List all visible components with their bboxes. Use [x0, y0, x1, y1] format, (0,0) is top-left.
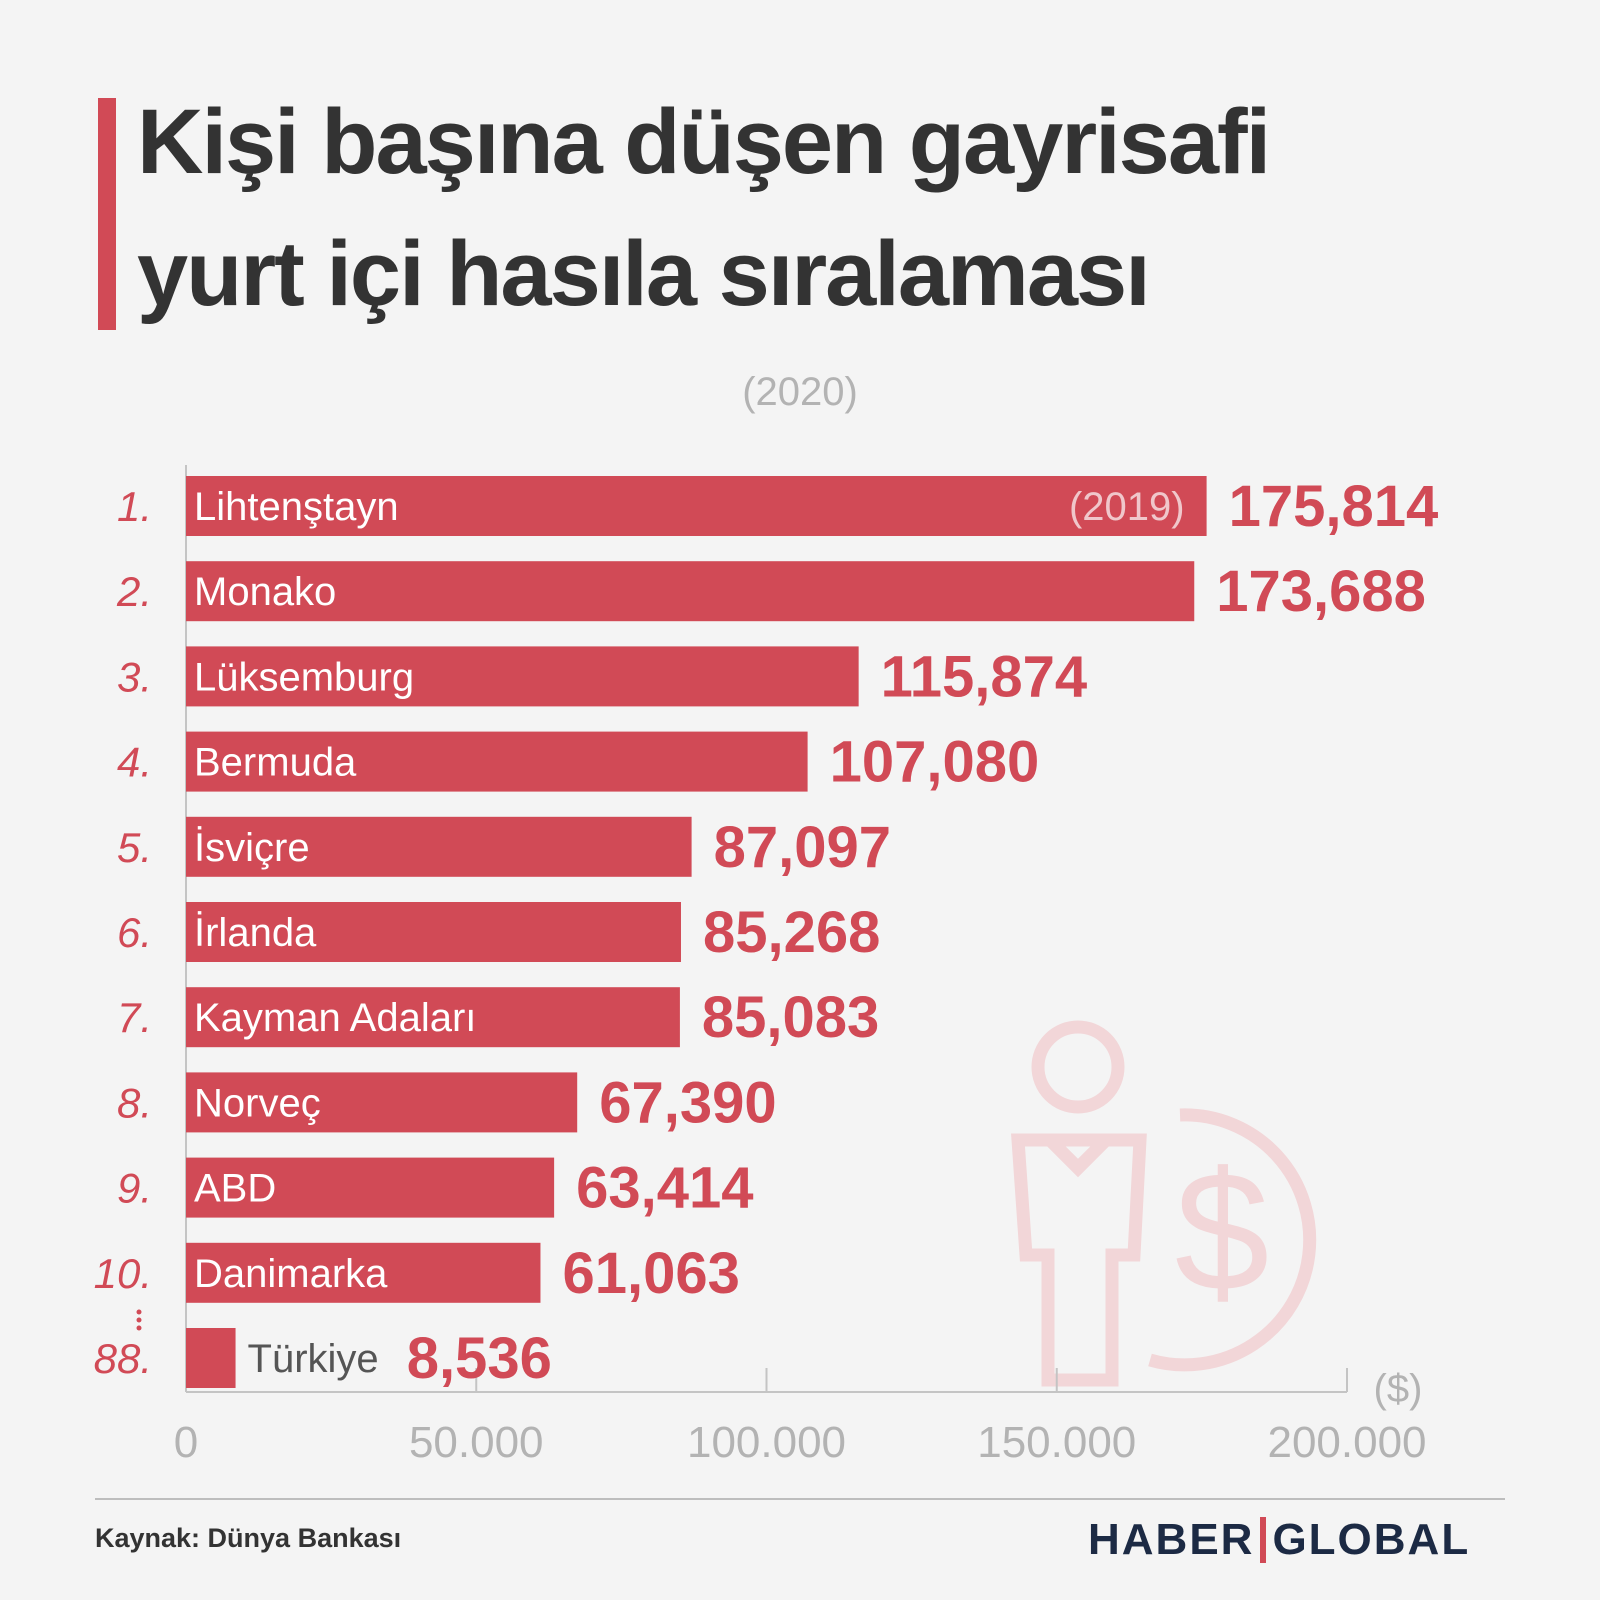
chart-subtitle: (2020) — [742, 370, 858, 414]
bar-value-label: 8,536 — [407, 1326, 552, 1391]
bar-category-label: İsviçre — [194, 825, 310, 870]
watermark-coin — [1148, 1108, 1317, 1372]
title-line-2: yurt içi hasıla sıralaması — [137, 223, 1151, 325]
footer-divider — [95, 1498, 1505, 1500]
rank-label: 8. — [117, 1079, 152, 1126]
bar-category-label: ABD — [194, 1167, 276, 1211]
logo-separator — [1260, 1517, 1267, 1563]
bar — [186, 1072, 578, 1133]
bar — [186, 731, 808, 792]
bar-category-label: Danimarka — [194, 1252, 388, 1296]
rank-label: 10. — [94, 1250, 152, 1297]
bar-category-label: İrlanda — [194, 910, 317, 955]
bar-value-label: 85,268 — [703, 900, 880, 965]
x-tick-label: 50.000 — [409, 1418, 544, 1467]
rank-label: 3. — [117, 653, 152, 700]
watermark-body — [1011, 1133, 1147, 1387]
title-line-1: Kişi başına düşen gayrisafi — [137, 91, 1271, 193]
rank-gap-dot — [136, 1317, 142, 1323]
rank-gap-dot — [136, 1325, 142, 1331]
bar-category-label: Kayman Adaları — [194, 996, 476, 1040]
rank-label: 4. — [117, 739, 152, 786]
chart-bars: 1. Lihtenştayn 175,814 (2019) 2. Monako 173,68… — [94, 474, 1439, 1391]
rank-label: 1. — [117, 483, 152, 530]
rank-label: 5. — [117, 824, 152, 871]
bar-category-label: Lihtenştayn — [194, 485, 399, 529]
bar-category-label: Norveç — [194, 1081, 321, 1125]
watermark-collar — [1045, 1135, 1111, 1178]
bar — [186, 646, 859, 707]
page-title: Kişi başına düşen gayrisafi yurt içi has… — [137, 76, 1557, 340]
logo-haber: HABER — [1088, 1515, 1255, 1564]
x-tick-label: 200.000 — [1267, 1418, 1426, 1467]
bar-value-label: 61,063 — [562, 1241, 739, 1306]
bar — [186, 476, 1207, 536]
bar-value-label: 173,688 — [1216, 559, 1426, 624]
bar-note-label: (2019) — [1069, 485, 1185, 529]
rank-label: 6. — [117, 909, 152, 956]
person-dollar-icon: $ — [1011, 1020, 1317, 1387]
x-tick-label: 0 — [174, 1418, 198, 1467]
bar-category-label: Lüksemburg — [194, 655, 414, 699]
bar-value-label: 63,414 — [576, 1156, 753, 1221]
source-text: Kaynak: Dünya Bankası — [95, 1523, 402, 1553]
unit-label: ($) — [1374, 1367, 1423, 1411]
bar — [186, 987, 680, 1048]
bar-value-label: 85,083 — [702, 985, 879, 1050]
bar — [186, 816, 692, 877]
bar-category-label: Bermuda — [194, 741, 357, 785]
bar-value-label: 67,390 — [599, 1070, 776, 1135]
rank-label: 88. — [94, 1335, 152, 1382]
bar-value-label: 175,814 — [1229, 474, 1439, 539]
rank-label: 9. — [117, 1165, 152, 1212]
bar-value-label: 107,080 — [830, 730, 1040, 795]
bar-chart: $ 0 50.000 100.000 150.000 200.000 ($) 1. Liht… — [94, 465, 1439, 1467]
rank-label: 2. — [116, 568, 152, 615]
watermark-head — [1031, 1020, 1125, 1114]
bar — [186, 902, 681, 962]
bar-value-label: 115,874 — [881, 644, 1087, 709]
bar — [186, 561, 1195, 622]
bar-value-label: 87,097 — [714, 815, 891, 880]
bar — [186, 1157, 555, 1218]
logo-global: GLOBAL — [1272, 1515, 1471, 1564]
watermark-dollar: $ — [1175, 1137, 1270, 1327]
bar — [186, 1328, 236, 1388]
x-tick-label: 100.000 — [687, 1418, 846, 1467]
haber-global-logo: HABER GLOBAL — [1088, 1515, 1470, 1565]
bar-category-label: Monako — [194, 570, 336, 614]
x-tick-label: 150.000 — [977, 1418, 1136, 1467]
bar — [186, 1242, 541, 1303]
rank-label: 7. — [117, 994, 152, 1041]
rank-gap-dot — [136, 1309, 142, 1315]
bar-category-label: Türkiye — [248, 1337, 379, 1381]
title-accent-bar — [98, 98, 116, 330]
